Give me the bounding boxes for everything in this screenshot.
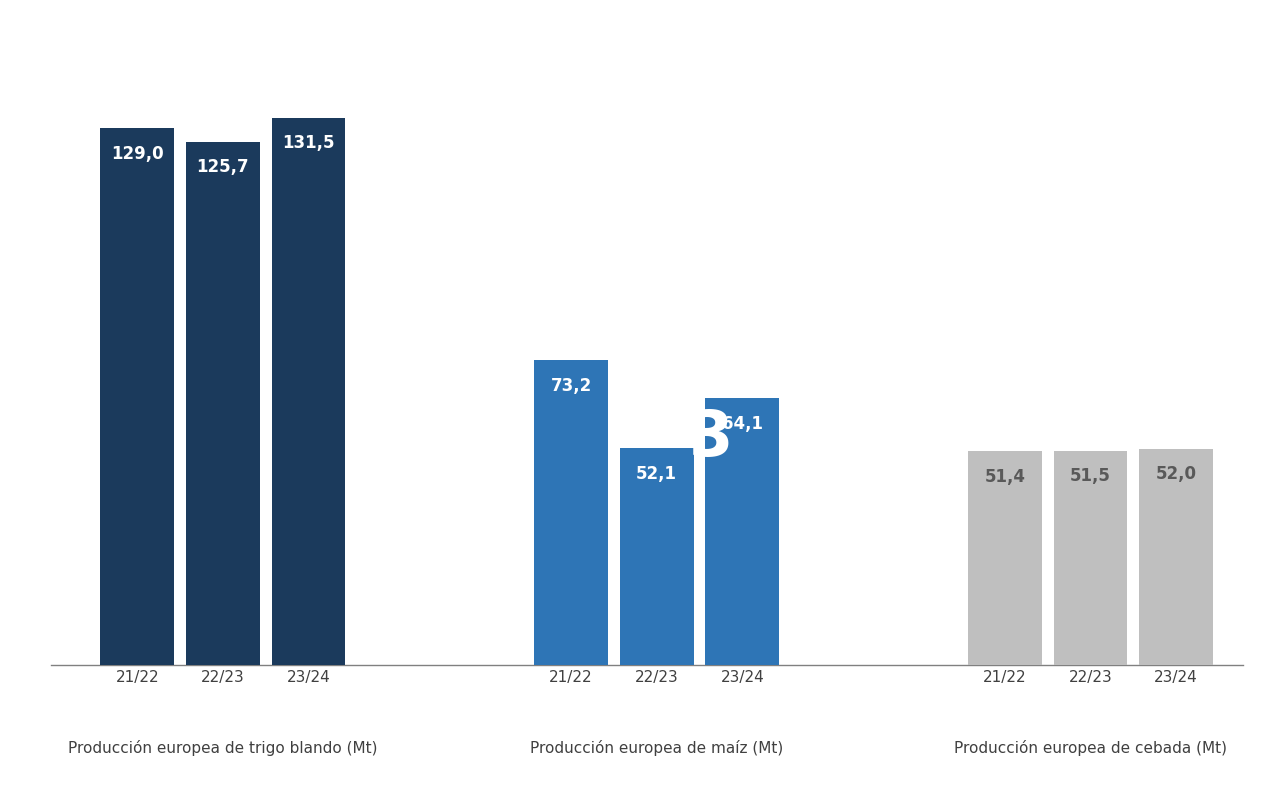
Text: Producción europea de cebada (Mt): Producción europea de cebada (Mt) <box>954 740 1227 756</box>
Bar <box>706 398 779 665</box>
Text: 3: 3 <box>689 407 733 469</box>
Text: 64,1: 64,1 <box>721 414 762 433</box>
Bar <box>534 360 608 665</box>
Bar <box>186 142 260 665</box>
Text: 51,4: 51,4 <box>985 468 1026 486</box>
Bar <box>100 128 174 665</box>
Text: 52,0: 52,0 <box>1155 466 1196 483</box>
Bar <box>272 118 346 665</box>
Bar <box>968 451 1041 665</box>
Text: Producción europea de maíz (Mt): Producción europea de maíz (Mt) <box>530 740 784 756</box>
Text: Producción europea de trigo blando (Mt): Producción europea de trigo blando (Mt) <box>68 740 378 756</box>
Text: 73,2: 73,2 <box>551 377 592 395</box>
Text: 3: 3 <box>510 294 553 355</box>
Text: 52,1: 52,1 <box>637 465 678 483</box>
Text: 131,5: 131,5 <box>282 134 334 152</box>
Text: 3: 3 <box>869 294 912 355</box>
Bar <box>620 448 693 665</box>
Text: 51,5: 51,5 <box>1070 467 1111 485</box>
Bar <box>1054 451 1127 665</box>
Text: 129,0: 129,0 <box>111 144 164 163</box>
Text: 3: 3 <box>689 180 733 242</box>
Text: 125,7: 125,7 <box>196 158 250 176</box>
Bar <box>1139 448 1213 665</box>
